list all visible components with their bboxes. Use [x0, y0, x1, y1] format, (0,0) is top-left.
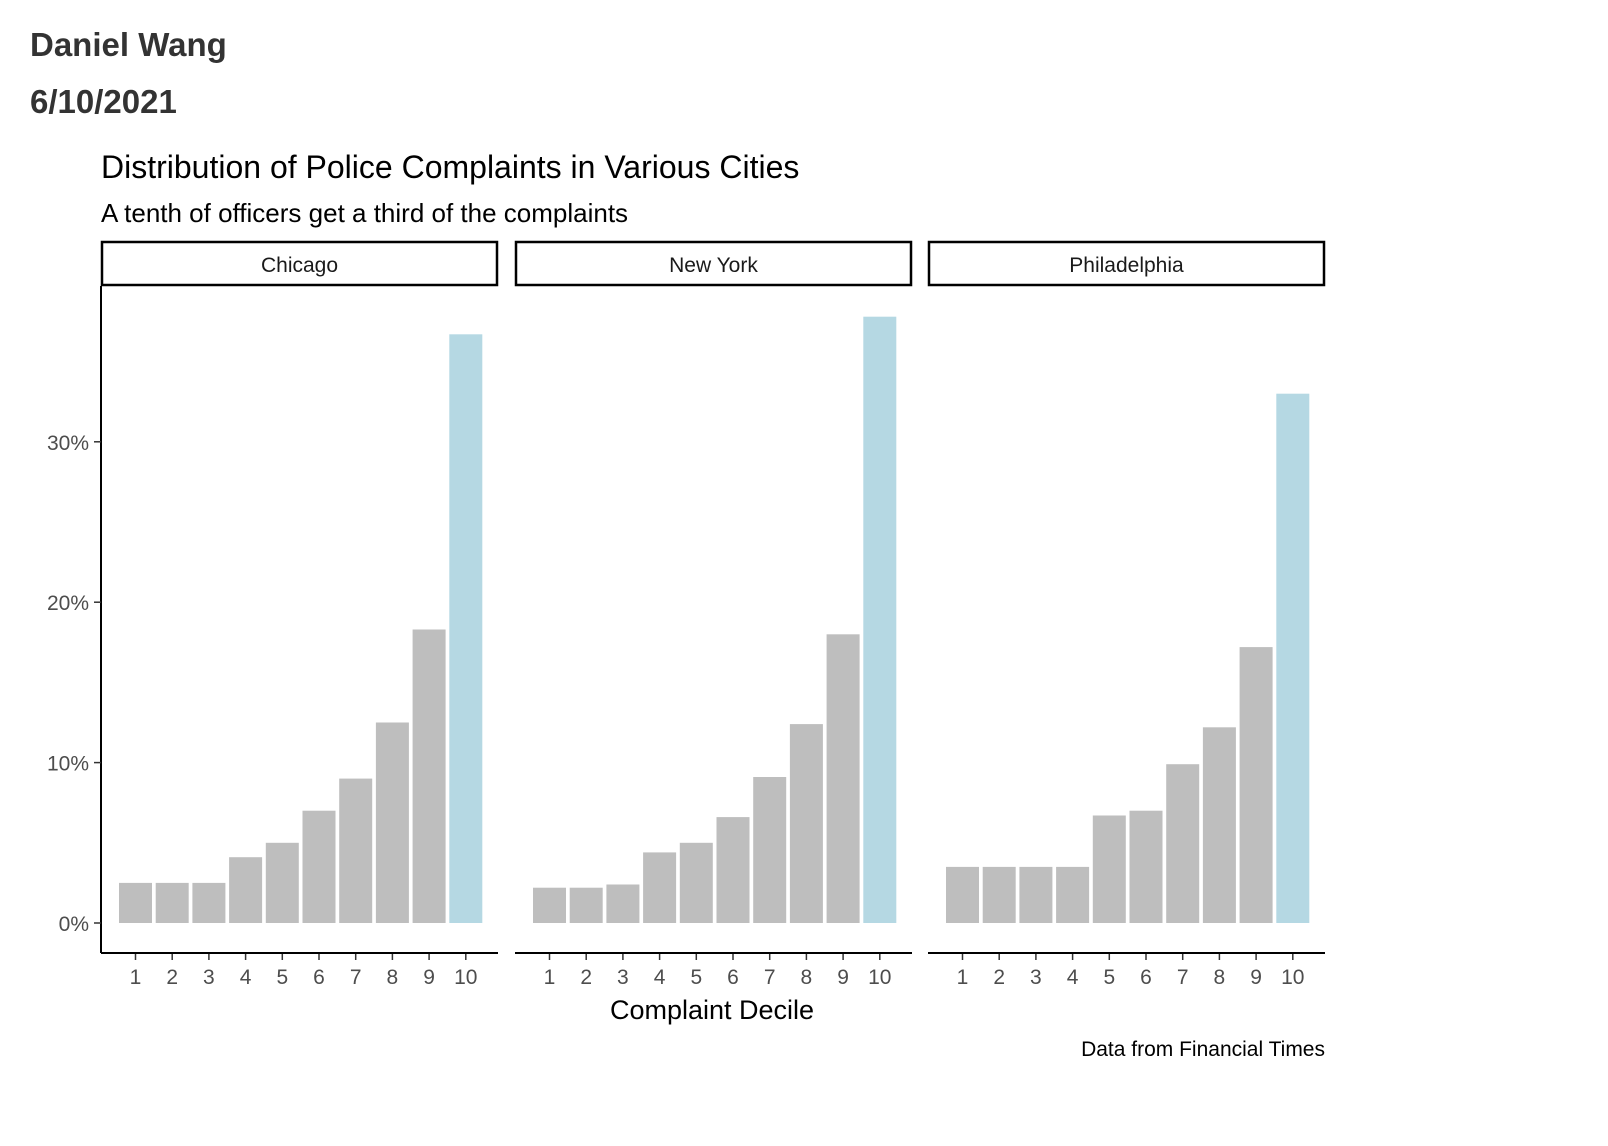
y-tick-label-2: 20%	[47, 592, 89, 615]
y-axis: 0% 10% 20% 30%	[47, 286, 102, 953]
bar-chicago-decile-7	[339, 778, 373, 923]
bar-chicago-decile-6	[302, 810, 336, 923]
x-tick-label-philadelphia-3: 3	[1030, 966, 1042, 989]
report-date: 6/10/2021	[30, 83, 177, 120]
bar-chicago-decile-10	[449, 334, 483, 923]
x-tick-label-chicago-7: 7	[350, 966, 362, 989]
x-tick-label-chicago-5: 5	[276, 966, 288, 989]
bar-philadelphia-decile-4	[1056, 866, 1090, 923]
bar-new-york-decile-4	[643, 852, 677, 923]
x-axis-title: Complaint Decile	[610, 995, 814, 1025]
x-tick-label-new-york-7: 7	[764, 966, 776, 989]
bar-chicago-decile-2	[155, 882, 189, 923]
panel-chicago: Chicago 1 2 3 4 5 6 7 8 9 10	[100, 240, 499, 989]
report-author: Daniel Wang	[30, 26, 227, 63]
y-tick-label-0: 0%	[59, 913, 89, 936]
x-tick-label-new-york-2: 2	[580, 966, 592, 989]
x-tick-label-new-york-3: 3	[617, 966, 629, 989]
facet-strip-philadelphia	[927, 240, 1326, 287]
y-tick-label-1: 10%	[47, 753, 89, 776]
chart-caption: Data from Financial Times	[1081, 1038, 1325, 1061]
bar-philadelphia-decile-7	[1166, 764, 1200, 923]
facet-strip-chicago	[100, 240, 499, 287]
facet-label-new-york: New York	[669, 254, 758, 277]
chart-subtitle: A tenth of officers get a third of the c…	[101, 198, 628, 228]
x-tick-label-new-york-8: 8	[801, 966, 813, 989]
panel-philadelphia: Philadelphia 1 2 3 4 5 6 7 8 9 10	[927, 240, 1326, 989]
x-tick-label-new-york-1: 1	[544, 966, 556, 989]
bar-chicago-decile-5	[265, 842, 299, 923]
bar-chicago-decile-4	[229, 857, 263, 923]
bar-new-york-decile-9	[826, 634, 860, 923]
bar-new-york-decile-3	[606, 884, 640, 923]
x-tick-label-chicago-10: 10	[454, 966, 477, 989]
bar-philadelphia-decile-1	[946, 866, 979, 923]
x-tick-label-philadelphia-1: 1	[957, 966, 969, 989]
facet-label-chicago: Chicago	[261, 254, 338, 277]
x-tick-label-philadelphia-5: 5	[1103, 966, 1115, 989]
bar-chicago-decile-1	[119, 882, 152, 923]
y-tick-label-3: 30%	[47, 432, 89, 455]
x-tick-label-philadelphia-2: 2	[993, 966, 1005, 989]
bar-new-york-decile-6	[716, 817, 750, 923]
panel-new-york: New York 1 2 3 4 5 6 7 8 9 10	[514, 240, 913, 989]
x-tick-label-chicago-3: 3	[203, 966, 215, 989]
bar-chicago-decile-9	[412, 629, 446, 923]
bar-new-york-decile-7	[753, 777, 787, 923]
bar-philadelphia-decile-3	[1019, 866, 1053, 923]
bar-philadelphia-decile-9	[1239, 647, 1273, 923]
facet-strip-new-york	[514, 240, 913, 287]
x-tick-label-new-york-6: 6	[727, 966, 739, 989]
x-tick-label-chicago-8: 8	[387, 966, 399, 989]
bar-chicago-decile-3	[192, 882, 226, 923]
x-tick-label-chicago-4: 4	[240, 966, 252, 989]
x-tick-label-chicago-1: 1	[130, 966, 142, 989]
x-tick-label-chicago-2: 2	[166, 966, 178, 989]
x-tick-label-philadelphia-4: 4	[1067, 966, 1079, 989]
bar-new-york-decile-10	[863, 316, 897, 923]
chart-title: Distribution of Police Complaints in Var…	[101, 149, 799, 185]
bar-new-york-decile-5	[679, 842, 713, 923]
facet-label-philadelphia: Philadelphia	[1069, 254, 1184, 277]
bar-new-york-decile-2	[569, 887, 603, 923]
x-tick-label-chicago-6: 6	[313, 966, 325, 989]
bar-new-york-decile-1	[533, 887, 566, 923]
x-tick-label-philadelphia-8: 8	[1214, 966, 1226, 989]
bar-philadelphia-decile-6	[1129, 810, 1163, 923]
x-tick-label-philadelphia-9: 9	[1250, 966, 1262, 989]
bar-philadelphia-decile-2	[982, 866, 1016, 923]
x-tick-label-new-york-9: 9	[837, 966, 849, 989]
x-tick-label-new-york-4: 4	[654, 966, 666, 989]
x-tick-label-philadelphia-10: 10	[1281, 966, 1304, 989]
x-tick-label-philadelphia-7: 7	[1177, 966, 1189, 989]
bar-philadelphia-decile-10	[1276, 393, 1310, 923]
bar-new-york-decile-8	[789, 724, 823, 923]
bar-chicago-decile-8	[375, 722, 409, 923]
bar-philadelphia-decile-5	[1092, 815, 1126, 923]
x-tick-label-new-york-5: 5	[690, 966, 702, 989]
bar-philadelphia-decile-8	[1202, 727, 1236, 923]
x-tick-label-new-york-10: 10	[868, 966, 891, 989]
x-tick-label-chicago-9: 9	[423, 966, 435, 989]
x-tick-label-philadelphia-6: 6	[1140, 966, 1152, 989]
